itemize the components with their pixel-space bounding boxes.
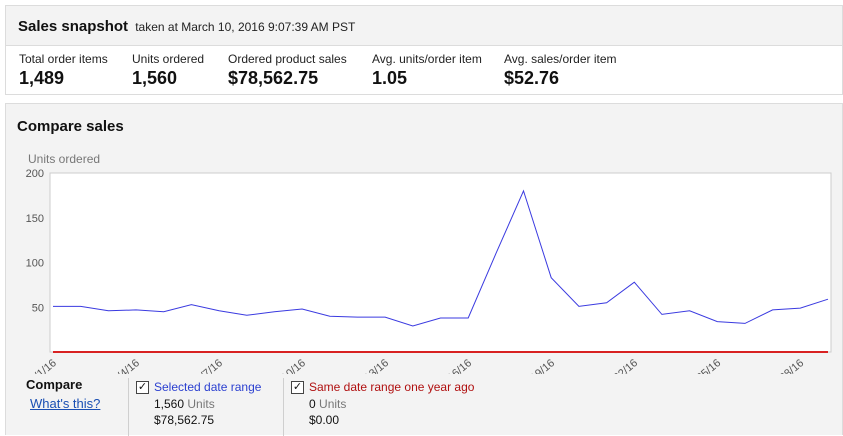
series-line-selected-range [53, 189, 829, 327]
metric-value: 1.05 [372, 68, 408, 88]
metric-value: 1,489 [19, 68, 65, 88]
compare-selected-range: ✓ Selected date range 1,560 Units $78,56… [128, 378, 283, 436]
x-tick-label: 2/13/16 [355, 357, 391, 374]
y-tick-label: 50 [32, 302, 44, 314]
y-tick-label: 150 [26, 213, 44, 225]
x-tick-label: 2/19/16 [521, 357, 557, 374]
plot-area [49, 172, 832, 353]
selected-units-value: 1,560 [154, 397, 185, 411]
metric-ordered-product-sales: Ordered product sales $78,562.75 [228, 52, 347, 89]
x-tick-label: 2/10/16 [272, 357, 308, 374]
metric-value: $78,562.75 [228, 68, 319, 88]
metric-label: Avg. units/order item [372, 52, 482, 66]
metric-avg-sales-per-item: Avg. sales/order item $52.76 [504, 52, 617, 89]
compare-label: Compare [26, 377, 83, 392]
x-tick-label: 2/22/16 [604, 357, 640, 374]
metric-label: Ordered product sales [228, 52, 347, 66]
last-year-units-word: Units [319, 397, 347, 411]
metric-label: Total order items [19, 52, 108, 66]
metric-label: Avg. sales/order item [504, 52, 617, 66]
snapshot-timestamp: taken at March 10, 2016 9:07:39 AM PST [135, 20, 356, 34]
x-tick-label: 2/1/16 [28, 357, 59, 374]
x-tick-label: 2/25/16 [687, 357, 723, 374]
compare-sales-title: Compare sales [17, 118, 124, 135]
metric-value: $52.76 [504, 68, 560, 88]
y-tick-label: 100 [26, 258, 44, 270]
selected-range-units: 1,560 Units [154, 397, 215, 411]
snapshot-title: Sales snapshot [18, 18, 129, 35]
selected-range-label: Selected date range [154, 380, 262, 394]
x-tick-label: 2/7/16 [194, 357, 225, 374]
metric-value: 1,560 [132, 68, 178, 88]
selected-range-sales: $78,562.75 [154, 413, 215, 427]
last-year-units-value: 0 [309, 397, 316, 411]
compare-last-year: ✓ Same date range one year ago 0 Units $… [283, 378, 503, 436]
selected-range-checkbox[interactable]: ✓ [136, 381, 149, 394]
metric-units-ordered: Units ordered 1,560 [132, 52, 204, 89]
x-tick-label: 2/28/16 [770, 357, 806, 374]
x-tick-label: 2/4/16 [111, 357, 142, 374]
sales-snapshot-header: Sales snapshot taken at March 10, 2016 9… [5, 5, 843, 46]
metric-total-order-items: Total order items 1,489 [19, 52, 108, 89]
compare-sales-panel: Compare sales Units ordered 50 100 150 200 … [5, 103, 843, 436]
last-year-checkbox[interactable]: ✓ [291, 381, 304, 394]
units-ordered-chart: Units ordered 50 100 150 200 2/1/16 2/4/16 2/… [26, 152, 832, 374]
last-year-label: Same date range one year ago [309, 380, 475, 394]
selected-units-word: Units [187, 397, 215, 411]
x-tick-label: 2/16/16 [438, 357, 474, 374]
last-year-units: 0 Units [309, 397, 346, 411]
metric-label: Units ordered [132, 52, 205, 66]
last-year-sales: $0.00 [309, 413, 340, 427]
metric-avg-units-per-item: Avg. units/order item 1.05 [372, 52, 482, 89]
y-axis-label: Units ordered [28, 152, 100, 166]
metrics-bar: Total order items 1,489 Units ordered 1,… [5, 46, 843, 95]
y-tick-label: 200 [26, 168, 44, 180]
whats-this-link[interactable]: What's this? [30, 396, 101, 411]
